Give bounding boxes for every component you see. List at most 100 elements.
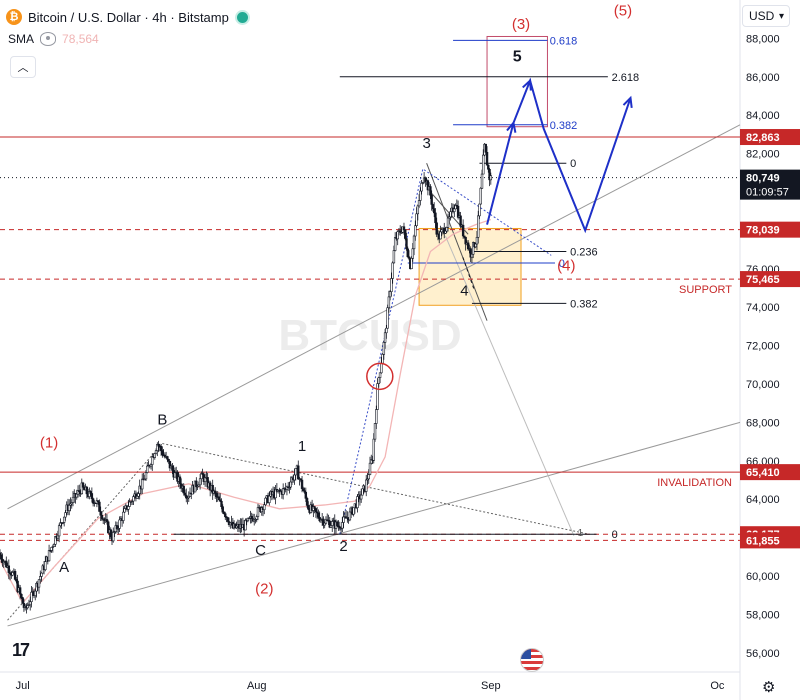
price-tick-label: 70,000 [746, 379, 780, 391]
candle-body [430, 194, 433, 205]
candle-body [71, 496, 75, 503]
candle-body [474, 243, 477, 248]
eye-icon[interactable] [40, 32, 57, 46]
candle-body [281, 488, 285, 495]
candle-body [64, 512, 67, 518]
price-tick-label: 68,000 [746, 417, 780, 429]
candle-body [224, 513, 227, 518]
candle-body [382, 342, 386, 355]
candle-body [466, 242, 470, 250]
fib-ext-label: 0.618 [550, 35, 578, 47]
candle-body [368, 462, 372, 475]
candle-body [146, 465, 149, 473]
candle-body [417, 200, 421, 207]
candle-body [293, 474, 296, 481]
price-tick-label: 58,000 [746, 609, 780, 621]
wave-label: B [157, 411, 167, 428]
candle-body [127, 506, 130, 510]
gear-icon[interactable]: ⚙ [762, 679, 776, 696]
candle-body [445, 227, 448, 232]
candle-body [304, 491, 308, 499]
currency-select[interactable]: USD [742, 5, 790, 27]
bottom-fib-label: 0 [612, 529, 618, 541]
projection-arrow-head [506, 120, 517, 133]
candle-body [30, 591, 33, 602]
wave-degree-label: (5) [614, 2, 632, 19]
candle-body [256, 507, 260, 517]
wave-degree-label: (4) [557, 258, 575, 275]
candle-body [75, 493, 78, 498]
candle-body [429, 186, 432, 196]
candle-body [20, 593, 23, 598]
candle-body [137, 493, 140, 497]
candle-body [166, 456, 169, 460]
price-tick-label: 56,000 [746, 648, 780, 660]
time-tick-label: Oc [710, 680, 725, 692]
candle-body [331, 521, 334, 526]
candle-body [85, 486, 89, 495]
level-price-tag [740, 464, 800, 481]
candle-body [211, 484, 214, 494]
candle-body [118, 519, 121, 529]
indicator-name[interactable]: SMA [8, 32, 35, 46]
candle-body [367, 474, 370, 480]
candle-body [0, 554, 3, 560]
abc-dotted-line [7, 443, 163, 621]
fib-ret-label: 0.236 [570, 247, 598, 259]
candle-body [195, 480, 198, 488]
candle-body [378, 372, 382, 378]
price-tick-label: 84,000 [746, 110, 780, 122]
wave-label: 2 [339, 538, 347, 555]
candle-body [482, 154, 485, 175]
fib-ret-label: 0 [559, 258, 565, 270]
target-zone-box [486, 35, 548, 128]
us-flag-icon[interactable] [520, 648, 544, 672]
level-price-label: 75,465 [746, 274, 780, 286]
candle-body [406, 248, 409, 258]
channel-lower-line [7, 421, 741, 627]
price-tick-label: 74,000 [746, 302, 780, 314]
candle-body [348, 511, 352, 521]
collapse-legend-button[interactable]: ︿ [10, 56, 36, 78]
candle-body [372, 438, 375, 461]
candle-body [153, 453, 156, 458]
candle-body [449, 211, 452, 218]
candle-body [439, 231, 442, 240]
candle-body [383, 332, 387, 343]
candle-body [470, 253, 474, 258]
level-price-tag [740, 129, 800, 146]
tradingview-logo[interactable]: 17 [12, 640, 30, 660]
wave-dotted-blue [339, 168, 552, 535]
symbol-title[interactable]: Bitcoin / U.S. Dollar · 4h · Bitstamp [28, 9, 229, 25]
candle-body [294, 468, 297, 476]
sma-line [0, 218, 492, 605]
candle-body [220, 500, 223, 507]
candle-body [132, 496, 135, 502]
level-price-tag [740, 532, 800, 549]
candle-body [198, 478, 202, 486]
candle-body [459, 215, 462, 227]
candle-body [377, 377, 381, 384]
candle-body [469, 248, 472, 258]
candle-body [217, 496, 221, 501]
candle-body [44, 561, 47, 571]
wave-degree-label: (1) [40, 434, 58, 451]
candle-body [461, 224, 465, 237]
candle-body [376, 383, 379, 410]
candle-body [98, 501, 101, 512]
candle-body [214, 490, 217, 494]
candle-body [221, 506, 224, 513]
candle-body [435, 222, 438, 235]
indicator-value: 78,564 [62, 32, 99, 46]
candle-body [324, 519, 328, 524]
market-open-icon [234, 9, 250, 25]
candle-body [463, 235, 466, 238]
candle-body [21, 597, 24, 604]
candle-body [109, 529, 112, 538]
candle-body [489, 175, 493, 181]
candle-body [386, 307, 389, 329]
candle-body [123, 508, 126, 513]
candle-body [51, 546, 55, 548]
candle-body [178, 476, 182, 485]
